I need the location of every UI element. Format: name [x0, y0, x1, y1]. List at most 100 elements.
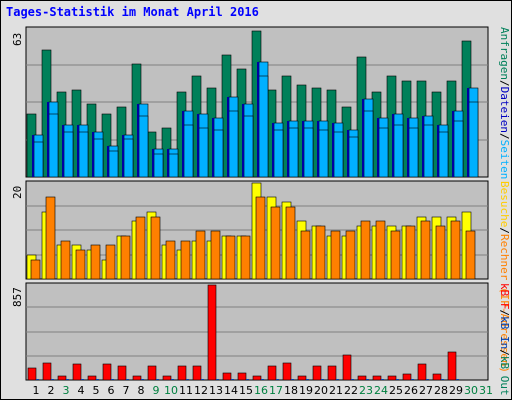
day-label-18: 18: [284, 384, 298, 397]
bar-hits-3-day-27: [423, 124, 434, 178]
legend-part: Seiten: [498, 139, 511, 180]
bar-hits-3-day-9: [153, 153, 164, 178]
day-label-24: 24: [374, 384, 388, 397]
bar-volume-1-day-15: [237, 372, 247, 381]
legend-part: Rechner (IP-Adressen): [498, 233, 511, 374]
bar-hits-3-day-10: [168, 153, 179, 178]
day-label-16: 16: [254, 384, 268, 397]
day-label-3: 3: [63, 384, 70, 397]
day-label-25: 25: [389, 384, 403, 397]
bar-volume-1-day-9: [147, 365, 157, 381]
bar-visits-2-day-23: [360, 220, 371, 280]
bar-volume-1-day-12: [192, 365, 202, 381]
bar-hits-3-day-23: [363, 110, 374, 178]
bar-hits-3-day-11: [183, 124, 194, 178]
dateien-edge-day-7: [122, 135, 124, 177]
dateien-edge-day-10: [167, 149, 169, 177]
dateien-edge-day-19: [302, 121, 304, 177]
bar-visits-2-day-17: [270, 206, 281, 280]
bar-volume-2-day-29: [456, 379, 459, 380]
dateien-edge-day-21: [332, 123, 334, 177]
dateien-edge-day-6: [107, 146, 109, 177]
bar-volume-2-day-27: [426, 379, 429, 380]
bar-hits-3-day-13: [213, 129, 224, 178]
bar-hits-3-day-6: [108, 150, 119, 178]
bar-volume-1-day-1: [27, 367, 37, 381]
bar-visits-2-day-13: [210, 230, 221, 280]
bar-volume-1-day-28: [432, 373, 442, 381]
bar-hits-3-day-16: [258, 75, 269, 178]
bar-volume-2-day-12: [201, 379, 204, 380]
legend-part: Besuche: [498, 181, 511, 228]
bar-visits-2-day-19: [300, 230, 311, 280]
bar-hits-3-day-29: [453, 120, 464, 178]
bar-visits-2-day-3: [60, 240, 71, 280]
bar-hits-3-day-12: [198, 127, 209, 178]
bar-hits-3-day-22: [348, 136, 359, 178]
bar-volume-1-day-20: [312, 365, 322, 381]
bar-volume-2-day-15: [246, 379, 249, 380]
bar-visits-2-day-8: [135, 216, 146, 280]
bar-hits-3-day-1: [33, 141, 44, 178]
bar-hits-3-day-28: [438, 131, 449, 178]
bar-volume-1-day-19: [297, 375, 307, 381]
bar-volume-2-day-26: [411, 379, 414, 380]
bar-hits-3-day-7: [123, 138, 134, 178]
dateien-edge-day-26: [407, 118, 409, 177]
day-label-7: 7: [123, 384, 130, 397]
bar-volume-2-day-17: [276, 379, 279, 380]
day-label-8: 8: [138, 384, 145, 397]
day-label-17: 17: [269, 384, 283, 397]
bar-volume-2-day-16: [261, 379, 264, 380]
day-label-31: 31: [479, 384, 493, 397]
dateien-edge-day-27: [422, 116, 424, 177]
bar-volume-2-day-20: [321, 379, 324, 380]
bar-volume-1-day-10: [162, 375, 172, 381]
day-label-28: 28: [434, 384, 448, 397]
bar-volume-2-day-23: [366, 379, 369, 380]
day-label-14: 14: [224, 384, 238, 397]
bar-visits-2-day-25: [390, 230, 401, 280]
bar-visits-2-day-14: [225, 235, 236, 280]
bar-volume-2-day-4: [81, 379, 84, 380]
day-label-9: 9: [153, 384, 160, 397]
bar-visits-2-day-28: [435, 225, 446, 280]
dateien-edge-day-25: [392, 114, 394, 177]
bar-volume-2-day-5: [96, 379, 99, 380]
legend-part: /: [498, 309, 511, 317]
bar-visits-2-day-1: [30, 259, 41, 280]
legend-part: kB F: [498, 283, 511, 310]
day-label-26: 26: [404, 384, 418, 397]
bar-volume-2-day-1: [36, 379, 39, 380]
dateien-edge-day-2: [47, 102, 49, 177]
dateien-edge-day-4: [77, 125, 79, 177]
dateien-edge-day-20: [317, 121, 319, 177]
day-label-6: 6: [108, 384, 115, 397]
bar-volume-1-day-13: [207, 284, 217, 381]
day-label-23: 23: [359, 384, 373, 397]
dateien-edge-day-23: [362, 99, 364, 177]
bar-volume-1-day-23: [357, 375, 367, 381]
bar-hits-3-day-3: [63, 131, 74, 178]
bar-visits-2-day-22: [345, 230, 356, 280]
dateien-edge-day-14: [227, 97, 229, 177]
bar-visits-2-day-11: [180, 240, 191, 280]
day-label-20: 20: [314, 384, 328, 397]
legend-part: kB Out: [498, 355, 511, 396]
bar-visits-2-day-27: [420, 220, 431, 280]
bar-visits-2-day-7: [120, 235, 131, 280]
bar-hits-3-day-25: [393, 124, 404, 178]
bar-visits-2-day-10: [165, 240, 176, 280]
bar-volume-1-day-3: [57, 375, 67, 381]
day-label-15: 15: [239, 384, 253, 397]
dateien-edge-day-5: [92, 132, 94, 177]
bar-hits-3-day-26: [408, 127, 419, 178]
dateien-edge-day-1: [32, 135, 34, 177]
day-label-21: 21: [329, 384, 343, 397]
dateien-edge-day-18: [287, 121, 289, 177]
bar-volume-2-day-13: [216, 379, 219, 380]
day-label-1: 1: [33, 384, 40, 397]
bar-visits-2-day-29: [450, 220, 461, 280]
bar-volume-2-day-19: [306, 379, 309, 380]
day-label-13: 13: [209, 384, 223, 397]
